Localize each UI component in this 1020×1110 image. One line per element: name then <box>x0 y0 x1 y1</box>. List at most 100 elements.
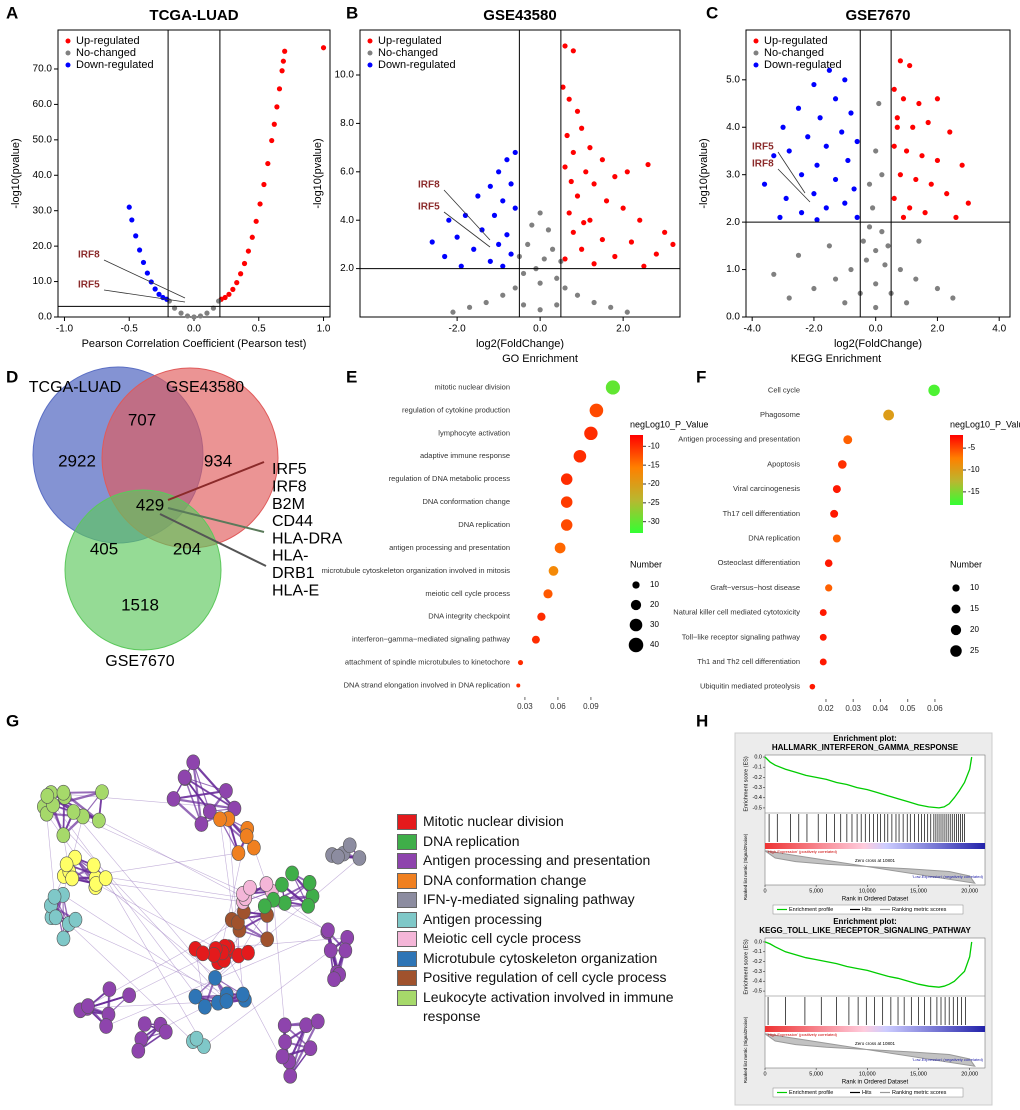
point <box>454 234 460 240</box>
network-node <box>352 850 367 866</box>
point <box>897 266 903 273</box>
point <box>137 247 143 253</box>
legend-item: Meiotic cell cycle process <box>397 929 717 949</box>
network-node <box>81 998 95 1014</box>
dot <box>825 584 833 592</box>
legend-item: Mitotic nuclear division <box>397 812 717 832</box>
point <box>496 169 502 175</box>
dot <box>543 589 553 599</box>
point <box>282 48 288 54</box>
network-node <box>86 857 101 874</box>
zero-cross-label: Zero cross at 10801 <box>855 1041 896 1046</box>
point <box>761 181 768 187</box>
panel-label: B <box>346 3 358 22</box>
category-label: lymphocyte activation <box>438 428 510 437</box>
x-tick-label: 0.05 <box>900 704 916 713</box>
point <box>866 181 873 187</box>
legend-swatch <box>397 872 417 889</box>
x-tick-label: -2.0 <box>449 324 467 335</box>
annotation: IRF5 <box>418 202 440 213</box>
y-tick-label: 4.0 <box>340 215 354 226</box>
legend-item: Positive regulation of cell cycle proces… <box>397 968 717 988</box>
x-tick-label: 1.0 <box>317 324 331 335</box>
network-node <box>219 783 233 799</box>
dot <box>819 658 827 666</box>
point <box>458 263 464 269</box>
x-tick-label: 2.0 <box>930 324 944 335</box>
x-axis-label: log2(FoldChange) <box>476 338 564 350</box>
point <box>184 313 191 319</box>
y-tick-label: -0.2 <box>753 775 762 781</box>
legend-label: DNA replication <box>423 832 520 849</box>
size-legend-label: 40 <box>650 640 659 649</box>
legend-marker <box>65 62 71 68</box>
point <box>608 304 614 310</box>
network-node <box>303 1040 318 1057</box>
dot <box>832 534 841 543</box>
point <box>475 193 481 199</box>
dot <box>809 683 816 690</box>
legend-item: DNA conformation change <box>397 871 717 891</box>
legend-item: Antigen processing and presentation <box>397 851 717 871</box>
network-node <box>236 986 250 1003</box>
point <box>873 247 879 254</box>
dot <box>560 519 573 531</box>
dot <box>838 460 847 469</box>
point <box>500 292 506 298</box>
point <box>271 121 277 127</box>
legend-swatch <box>397 911 417 928</box>
y-tick-label: 70.0 <box>33 64 53 75</box>
point <box>442 253 448 260</box>
legend-item: DNA replication <box>397 832 717 852</box>
y-axis-label: -log10(pvalue) <box>312 138 324 208</box>
network-node <box>239 828 254 845</box>
point <box>537 210 543 216</box>
network-legend: Mitotic nuclear division DNA replication A… <box>397 812 717 1027</box>
point <box>583 169 589 175</box>
point <box>226 291 232 297</box>
es-curve <box>764 756 973 809</box>
size-legend-title: Number <box>630 559 662 569</box>
point <box>537 280 543 286</box>
network-node <box>65 870 79 887</box>
point <box>245 248 251 254</box>
metric-area <box>764 1033 976 1067</box>
y-tick-label: -0.1 <box>753 949 762 955</box>
point <box>508 181 514 187</box>
point <box>599 236 605 243</box>
point <box>129 217 135 223</box>
point <box>795 105 802 111</box>
point <box>500 263 506 269</box>
point <box>241 260 248 267</box>
point <box>866 224 873 230</box>
x-tick-label: 5,000 <box>809 888 823 894</box>
point <box>795 252 802 258</box>
point <box>144 270 150 276</box>
category-label: Antigen processing and presentation <box>678 435 800 444</box>
dot <box>537 612 546 621</box>
y-tick-label: 1.0 <box>726 264 740 275</box>
point <box>238 271 244 277</box>
x-tick-label: 20,000 <box>961 1071 978 1077</box>
x-tick-label: 0.04 <box>873 704 889 713</box>
point <box>965 200 971 206</box>
plot-frame <box>359 29 681 318</box>
legend-marker <box>367 62 373 68</box>
y-tick-label: 20.0 <box>33 241 53 252</box>
point <box>928 181 934 187</box>
point <box>191 314 197 320</box>
point <box>842 300 848 306</box>
dot <box>560 473 573 485</box>
legend-marker <box>65 50 71 56</box>
annotation-line <box>443 189 491 241</box>
colorbar-tick-label: -15 <box>968 487 980 496</box>
network-node <box>278 1034 292 1050</box>
network-node <box>56 784 71 801</box>
low-label: 'Low-Expression' (negatively correlated) <box>912 874 983 879</box>
point <box>560 84 566 90</box>
y-tick-label: -0.1 <box>753 765 762 771</box>
point <box>637 217 643 223</box>
legend-box <box>772 904 964 915</box>
x-tick-label: 2.0 <box>616 324 630 335</box>
point <box>230 286 236 292</box>
